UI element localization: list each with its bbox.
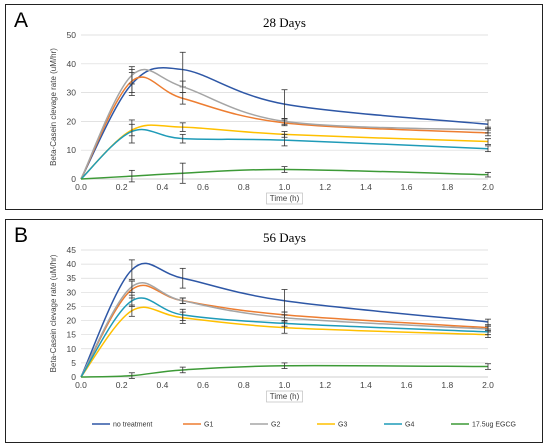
series-line bbox=[80, 306, 489, 378]
x-tick-label: 1.4 bbox=[360, 182, 372, 192]
x-tick-label: 1.2 bbox=[319, 380, 331, 390]
series-line bbox=[80, 297, 489, 378]
legend-entry: 17.5ug EGCG bbox=[472, 422, 516, 429]
series-line bbox=[80, 168, 489, 180]
y-tick-label: 30 bbox=[67, 88, 77, 98]
x-tick-label: 1.6 bbox=[401, 380, 413, 390]
chart-title: 28 Days bbox=[263, 15, 306, 30]
x-tick-label: 1.4 bbox=[360, 380, 372, 390]
series-line bbox=[80, 76, 489, 180]
y-tick-label: 40 bbox=[67, 59, 77, 69]
y-tick-label: 0 bbox=[71, 174, 76, 184]
x-tick-label: 0.0 bbox=[75, 380, 87, 390]
x-tick-label: 0.6 bbox=[197, 182, 209, 192]
y-tick-label: 0 bbox=[71, 372, 76, 382]
panel-label: A bbox=[14, 9, 29, 32]
series-line bbox=[80, 262, 489, 378]
x-tick-label: 0.4 bbox=[156, 380, 168, 390]
chart-panel-b: B 56 Days 0 5 10 15 20 25 30 35 40 45 0.0 0.2 0.4 0.6 0… bbox=[5, 219, 543, 443]
y-tick-label: 50 bbox=[67, 30, 77, 40]
x-tick-label: 0.8 bbox=[238, 380, 250, 390]
legend-entry: G3 bbox=[338, 422, 347, 429]
series-line bbox=[80, 67, 489, 180]
x-axis-label: Time (h) bbox=[270, 194, 300, 203]
chart-panel-a: A 28 Days 0 10 20 30 40 50 0.0 0.2 0.4 0.6 0.8 1.0 1.… bbox=[5, 4, 543, 210]
y-tick-label: 25 bbox=[67, 301, 77, 311]
y-tick-label: 30 bbox=[67, 287, 77, 297]
y-tick-label: 10 bbox=[67, 344, 77, 354]
y-axis-label: Beta-Casein clevage rate (uM/hr) bbox=[49, 254, 58, 372]
legend-entry: G2 bbox=[271, 422, 280, 429]
x-tick-label: 2.0 bbox=[482, 182, 494, 192]
x-tick-label: 0.4 bbox=[156, 182, 168, 192]
x-tick-label: 1.8 bbox=[441, 182, 453, 192]
x-axis-label-box bbox=[266, 192, 303, 205]
series-line bbox=[80, 128, 489, 180]
series-line bbox=[80, 68, 489, 180]
line-chart: 28 Days 0 10 20 30 40 50 0.0 0.2 0.4 0.6 0.8 1.0 1.2 1… bbox=[49, 15, 494, 205]
y-tick-label: 45 bbox=[67, 245, 77, 255]
y-axis-label: Beta-Casein clevage rate (uM/hr) bbox=[49, 48, 58, 166]
legend-entry: G1 bbox=[204, 422, 213, 429]
x-tick-label: 0.6 bbox=[197, 380, 209, 390]
x-axis-label: Time (h) bbox=[270, 392, 300, 401]
y-tick-label: 15 bbox=[67, 330, 77, 340]
x-tick-label: 0.8 bbox=[238, 182, 250, 192]
line-chart: 56 Days 0 5 10 15 20 25 30 35 40 45 0.0 0.2 0.4 0.6 0.8… bbox=[49, 230, 516, 429]
series-line bbox=[80, 282, 489, 378]
x-tick-label: 0.2 bbox=[116, 380, 128, 390]
y-tick-label: 20 bbox=[67, 316, 77, 326]
y-tick-label: 20 bbox=[67, 116, 77, 126]
x-tick-label: 1.0 bbox=[279, 380, 291, 390]
x-axis-label-box bbox=[266, 390, 303, 403]
y-tick-label: 40 bbox=[67, 259, 77, 269]
panel-label: B bbox=[14, 224, 29, 247]
legend-entry: no treatment bbox=[113, 422, 152, 429]
x-tick-label: 0.0 bbox=[75, 182, 87, 192]
x-tick-label: 1.0 bbox=[279, 182, 291, 192]
x-tick-label: 1.6 bbox=[401, 182, 413, 192]
legend-entry: G4 bbox=[405, 422, 414, 429]
x-tick-label: 0.2 bbox=[116, 182, 128, 192]
y-tick-label: 10 bbox=[67, 145, 77, 155]
y-tick-label: 5 bbox=[71, 358, 76, 368]
chart-title: 56 Days bbox=[263, 230, 306, 245]
x-tick-label: 2.0 bbox=[482, 380, 494, 390]
y-tick-label: 35 bbox=[67, 273, 77, 283]
x-tick-label: 1.8 bbox=[441, 380, 453, 390]
x-tick-label: 1.2 bbox=[319, 182, 331, 192]
series-line bbox=[80, 364, 489, 378]
